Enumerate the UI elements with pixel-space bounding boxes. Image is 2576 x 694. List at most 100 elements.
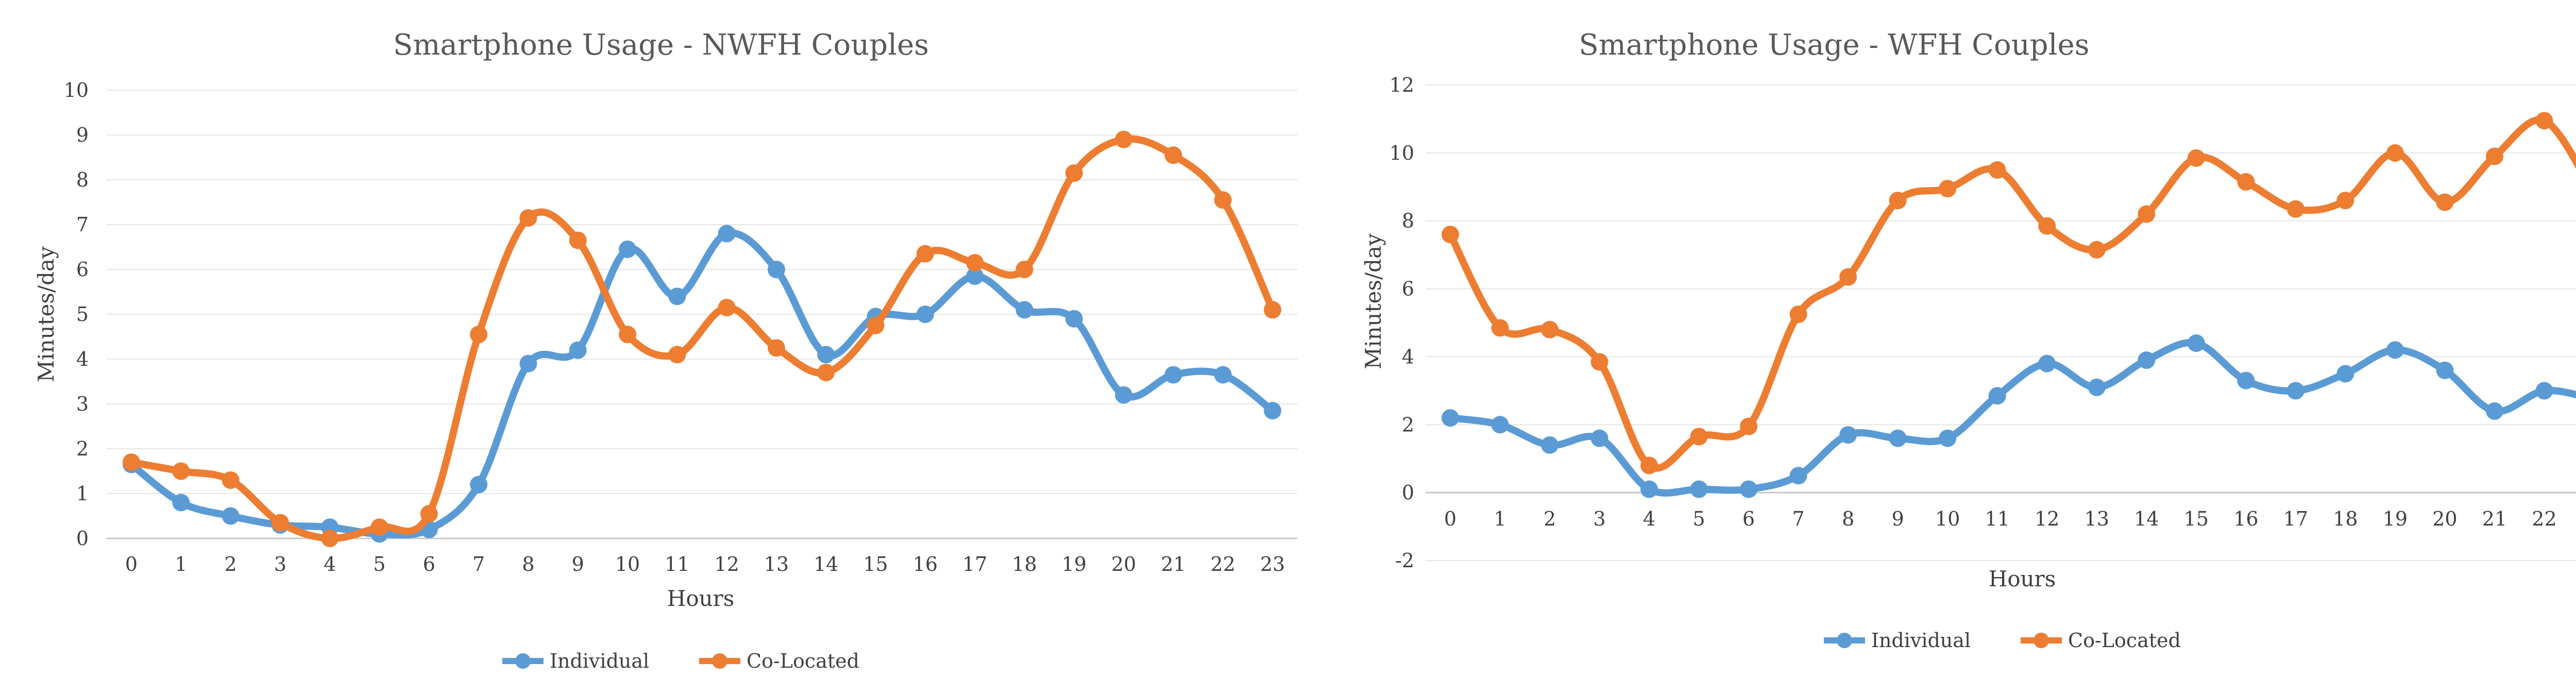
- data-point: [1690, 480, 1708, 498]
- data-point: [222, 507, 240, 525]
- data-point: [767, 261, 785, 278]
- y-tick-label: 3: [76, 393, 89, 415]
- data-point: [1740, 417, 1758, 435]
- data-point: [1889, 429, 1907, 447]
- y-tick-label: 5: [76, 303, 89, 326]
- x-tick-label: 14: [2134, 507, 2159, 530]
- data-point: [2088, 378, 2106, 396]
- x-axis-label: Hours: [667, 586, 735, 611]
- data-point: [2485, 402, 2503, 420]
- data-point: [1939, 429, 1957, 447]
- data-point: [1789, 467, 1807, 485]
- y-tick-label: 8: [1402, 210, 1414, 232]
- x-tick-label: 15: [2184, 507, 2209, 530]
- data-point: [1491, 416, 1509, 434]
- data-point: [718, 298, 736, 316]
- data-point: [1214, 191, 1232, 209]
- x-tick-label: 1: [1494, 507, 1506, 530]
- data-point: [569, 341, 587, 359]
- y-tick-label: 8: [76, 168, 89, 191]
- x-tick-label: 23: [1260, 553, 1285, 575]
- y-axis-label: Minutes/day: [1361, 233, 1386, 369]
- data-point: [2138, 351, 2156, 369]
- data-point: [2187, 149, 2205, 167]
- x-tick-label: 10: [615, 553, 640, 575]
- data-point: [1015, 301, 1033, 319]
- y-tick-label: -2: [1395, 549, 1414, 572]
- data-point: [966, 267, 984, 285]
- legend-marker: [2033, 633, 2049, 648]
- data-point: [1590, 353, 1608, 371]
- data-point: [767, 339, 785, 357]
- data-point: [668, 346, 686, 364]
- data-point: [1740, 480, 1758, 498]
- y-tick-label: 10: [64, 79, 89, 101]
- x-tick-label: 12: [714, 553, 739, 575]
- x-tick-label: 9: [1892, 507, 1904, 530]
- data-point: [1541, 320, 1559, 338]
- x-tick-label: 11: [1985, 507, 2010, 530]
- x-tick-label: 6: [423, 553, 435, 575]
- x-tick-label: 21: [2482, 507, 2507, 530]
- x-tick-label: 22: [2532, 507, 2556, 530]
- data-point: [1988, 161, 2006, 179]
- data-point: [2138, 205, 2156, 223]
- legend-marker: [515, 653, 531, 669]
- x-tick-label: 3: [1593, 507, 1605, 530]
- y-tick-label: 0: [76, 527, 89, 550]
- x-tick-label: 15: [863, 553, 888, 575]
- data-point: [420, 505, 438, 523]
- data-point: [1115, 386, 1133, 404]
- y-tick-label: 4: [1402, 345, 1414, 368]
- x-tick-label: 22: [1211, 553, 1235, 575]
- series-line: [128, 229, 1276, 539]
- x-tick-label: 8: [1842, 507, 1854, 530]
- x-tick-label: 6: [1742, 507, 1755, 530]
- y-tick-label: 1: [76, 482, 89, 505]
- x-tick-label: 0: [125, 553, 138, 575]
- data-point: [2336, 192, 2354, 210]
- y-tick-label: 7: [76, 213, 89, 236]
- data-point: [1442, 409, 1459, 427]
- x-tick-label: 2: [1544, 507, 1556, 530]
- x-tick-label: 3: [274, 553, 286, 575]
- x-tick-label: 17: [962, 553, 987, 575]
- data-point: [2386, 341, 2404, 359]
- data-point: [2038, 217, 2056, 235]
- chart-title: Smartphone Usage - WFH Couples: [1579, 28, 2090, 62]
- data-point: [271, 514, 289, 532]
- chart-nwfh: Smartphone Usage - NWFH Couples Minutes/…: [33, 28, 1298, 672]
- data-point: [172, 462, 190, 480]
- data-point: [1442, 226, 1459, 244]
- x-tick-label: 4: [324, 553, 336, 575]
- data-point: [1164, 366, 1182, 384]
- legend-label: Individual: [550, 650, 649, 672]
- x-tick-label: 16: [2233, 507, 2258, 530]
- data-point: [370, 518, 388, 536]
- x-tick-label: 20: [1111, 553, 1136, 575]
- data-point: [1988, 387, 2006, 405]
- data-point: [2535, 112, 2553, 130]
- data-point: [2237, 173, 2255, 191]
- data-point: [1015, 261, 1033, 278]
- chart-wfh: Smartphone Usage - WFH Couples Minutes/d…: [1361, 28, 2576, 652]
- x-tick-label: 7: [1792, 507, 1805, 530]
- legend-marker: [1837, 633, 1852, 648]
- data-point: [718, 225, 736, 243]
- y-tick-label: 4: [76, 348, 89, 370]
- data-point: [1789, 306, 1807, 324]
- data-point: [1115, 130, 1133, 148]
- chart-title: Smartphone Usage - NWFH Couples: [393, 28, 929, 62]
- data-point: [2336, 365, 2354, 383]
- x-tick-label: 18: [2333, 507, 2358, 530]
- data-point: [519, 354, 537, 373]
- data-point: [619, 240, 637, 258]
- x-tick-label: 10: [1935, 507, 1960, 530]
- data-point: [172, 494, 190, 512]
- data-point: [123, 453, 140, 471]
- data-point: [1640, 480, 1658, 498]
- data-point: [1839, 426, 1857, 444]
- x-tick-label: 18: [1012, 553, 1037, 575]
- y-tick-label: 10: [1389, 142, 1414, 164]
- series-line: [128, 135, 1276, 543]
